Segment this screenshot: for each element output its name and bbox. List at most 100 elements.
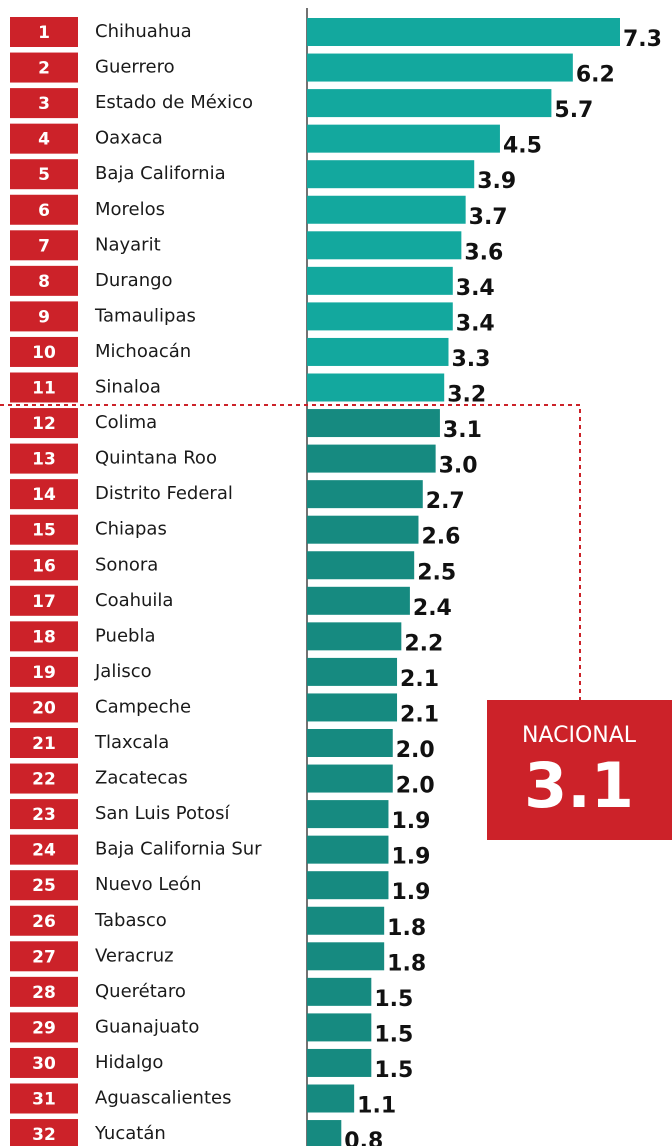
value-label: 0.8 <box>344 1129 383 1146</box>
category-label: Chiapas <box>95 519 167 540</box>
rank-box <box>10 372 78 403</box>
category-label: Distrito Federal <box>95 483 233 504</box>
category-label: Tamaulipas <box>94 305 196 326</box>
bar <box>307 764 393 793</box>
category-label: Quintana Roo <box>95 448 217 469</box>
rank-box <box>10 1047 78 1078</box>
rank-box <box>10 799 78 830</box>
national-label: NACIONAL <box>522 723 637 748</box>
bar <box>307 266 453 295</box>
value-label: 1.5 <box>374 987 413 1012</box>
national-box <box>487 700 672 840</box>
rank-box <box>10 301 78 332</box>
category-label: Durango <box>95 270 173 291</box>
bar <box>307 942 385 971</box>
rank-label: 11 <box>32 379 56 399</box>
value-label: 3.1 <box>443 418 482 443</box>
rank-label: 2 <box>38 59 50 79</box>
rank-box <box>10 728 78 758</box>
category-label: Tlaxcala <box>94 732 169 753</box>
rank-label: 18 <box>32 627 56 647</box>
category-label: Colima <box>95 412 157 433</box>
value-label: 3.4 <box>456 311 495 336</box>
national-divider <box>0 404 581 700</box>
value-label: 1.8 <box>387 951 426 976</box>
rank-box <box>10 834 78 865</box>
bar <box>307 18 620 46</box>
bar <box>307 515 419 544</box>
rank-box <box>10 656 78 687</box>
rank-label: 26 <box>32 912 56 932</box>
rank-label: 31 <box>32 1090 56 1110</box>
rank-box <box>10 159 78 190</box>
rank-box <box>10 763 78 794</box>
rank-label: 20 <box>32 698 56 718</box>
category-label: Chihuahua <box>95 21 192 42</box>
bar <box>307 693 398 722</box>
rank-label: 23 <box>32 805 56 825</box>
category-label: Guanajuato <box>95 1016 199 1037</box>
category-label: Michoacán <box>95 341 191 362</box>
rank-label: 6 <box>38 201 50 221</box>
bar <box>307 835 389 864</box>
rank-box <box>10 88 78 119</box>
rank-box <box>10 17 78 47</box>
value-label: 4.5 <box>503 134 542 159</box>
bar <box>307 444 436 473</box>
value-label: 1.9 <box>391 880 430 905</box>
value-label: 3.3 <box>451 347 490 372</box>
rank-box <box>10 621 78 652</box>
rank-label: 15 <box>32 521 56 541</box>
bar <box>307 1084 355 1113</box>
bar <box>307 89 552 118</box>
rank-label: 5 <box>38 165 50 185</box>
value-label: 2.2 <box>404 631 443 656</box>
bar <box>307 551 415 580</box>
bar <box>307 729 393 757</box>
bar <box>307 195 466 224</box>
category-label: Aguascalientes <box>95 1088 231 1109</box>
rank-label: 9 <box>38 307 50 327</box>
value-label: 2.1 <box>400 667 439 692</box>
rank-box <box>10 941 78 972</box>
value-label: 3.6 <box>464 240 503 265</box>
bar <box>307 871 389 900</box>
rank-box <box>10 194 78 225</box>
category-label: San Luis Potosí <box>95 803 230 824</box>
rank-box <box>10 692 78 723</box>
rank-box <box>10 870 78 901</box>
category-label: Estado de México <box>95 92 253 113</box>
category-label: Baja California Sur <box>95 839 262 860</box>
category-label: Yucatán <box>94 1123 166 1144</box>
category-label: Tabasco <box>94 910 167 931</box>
bar <box>307 231 462 260</box>
rank-label: 28 <box>32 983 56 1003</box>
rank-box <box>10 230 78 261</box>
value-label: 6.2 <box>576 63 615 88</box>
rank-box <box>10 443 78 474</box>
bar <box>307 302 453 331</box>
rank-box <box>10 905 78 936</box>
value-label: 2.1 <box>400 702 439 727</box>
category-label: Jalisco <box>94 661 152 682</box>
rank-box <box>10 408 78 439</box>
bar <box>307 906 385 935</box>
rank-label: 21 <box>32 734 56 754</box>
rank-box <box>10 265 78 296</box>
category-label: Campeche <box>95 696 191 717</box>
category-label: Morelos <box>95 199 165 220</box>
rank-label: 4 <box>38 130 50 150</box>
bar <box>307 1048 372 1077</box>
rank-box <box>10 123 78 154</box>
value-label: 3.2 <box>447 383 486 408</box>
bar <box>307 160 475 189</box>
bar <box>307 586 410 615</box>
rank-box <box>10 585 78 616</box>
category-label: Nuevo León <box>95 874 202 895</box>
rank-label: 13 <box>32 450 56 470</box>
rank-label: 19 <box>32 663 56 683</box>
value-label: 1.5 <box>374 1022 413 1047</box>
value-label: 2.5 <box>417 560 456 585</box>
bar <box>307 1013 372 1042</box>
